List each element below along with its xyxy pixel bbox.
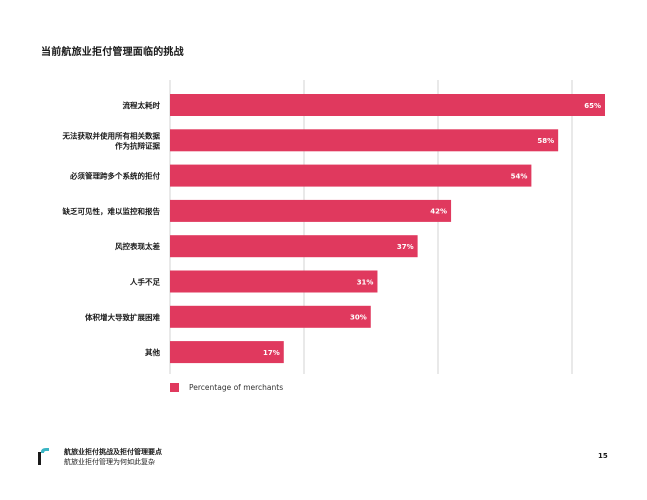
- data-label: 30%: [350, 314, 367, 322]
- legend-swatch: [170, 383, 179, 392]
- footer-subtitle: 航旅业拒付管理为何如此复杂: [64, 458, 155, 466]
- footer-section-title: 航旅业拒付挑战及拒付管理要点: [64, 448, 162, 456]
- category-label: 人手不足: [130, 277, 160, 287]
- category-label: 其他: [145, 347, 160, 357]
- bar: [170, 235, 418, 258]
- category-label: 作为抗辩证据: [115, 140, 160, 150]
- bar: [170, 199, 452, 222]
- category-label: 流程太耗时: [123, 100, 161, 110]
- data-label: 65%: [584, 102, 601, 110]
- page-number: 15: [598, 452, 608, 460]
- data-label: 37%: [397, 243, 414, 251]
- bar: [170, 129, 559, 152]
- category-label: 无法获取并使用所有相关数据: [62, 130, 161, 140]
- data-label: 54%: [511, 172, 528, 180]
- bar: [170, 270, 378, 293]
- page-title: 当前航旅业拒付管理面临的挑战: [41, 47, 184, 58]
- bar: [170, 94, 605, 116]
- bar: [170, 341, 284, 364]
- data-label: 17%: [263, 349, 280, 357]
- legend-label: Percentage of merchants: [189, 383, 284, 392]
- brand-logo-icon: [38, 448, 49, 465]
- category-label: 必须管理跨多个系统的拒付: [69, 171, 160, 181]
- data-label: 31%: [357, 278, 374, 286]
- category-label: 体积增大导致扩展困难: [85, 312, 160, 322]
- data-label: 42%: [430, 208, 447, 216]
- bar: [170, 164, 532, 187]
- data-label: 58%: [537, 137, 554, 145]
- chart-legend: Percentage of merchants: [170, 383, 283, 392]
- footer-text: 航旅业拒付挑战及拒付管理要点 航旅业拒付管理为何如此复杂: [64, 447, 162, 467]
- bar: [170, 305, 371, 328]
- category-label: 风控表现太差: [115, 241, 160, 251]
- category-label: 缺乏可见性，难以监控和报告: [62, 206, 161, 216]
